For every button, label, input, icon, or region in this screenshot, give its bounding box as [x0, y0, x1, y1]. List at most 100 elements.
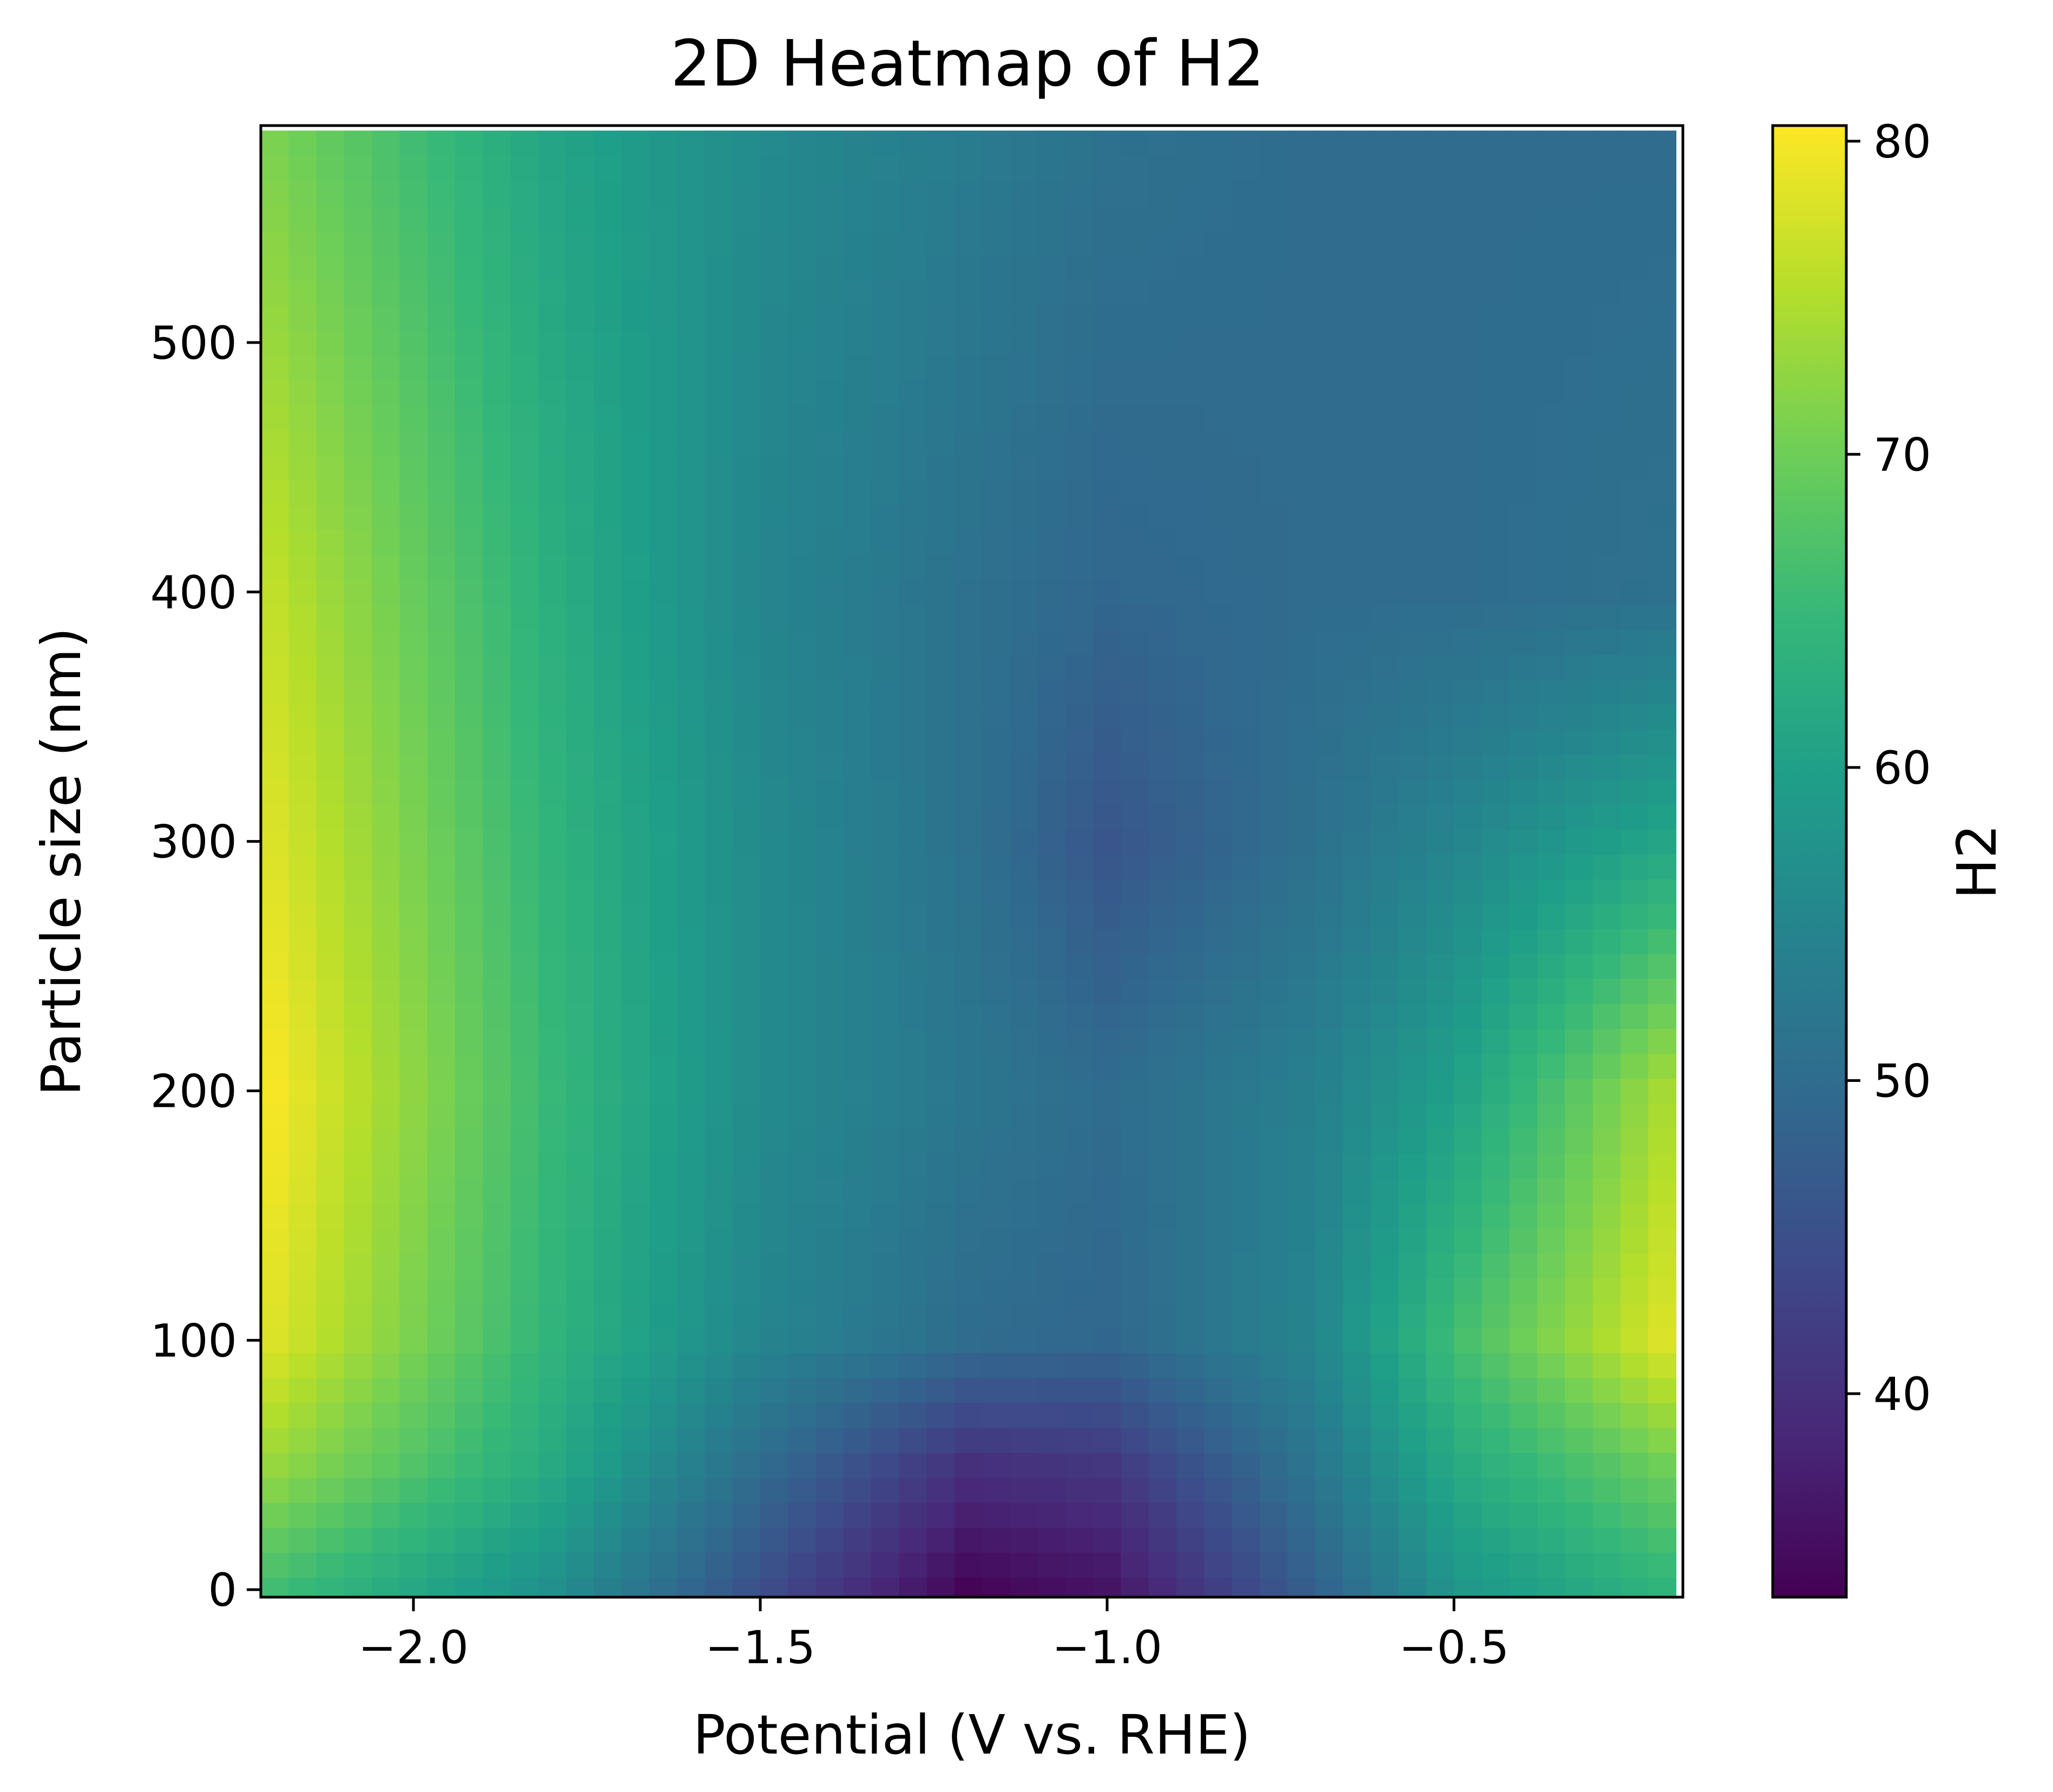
heatmap-cell [926, 305, 955, 331]
heatmap-cell [1176, 1203, 1205, 1229]
heatmap-cell [1426, 679, 1455, 705]
heatmap-cell [344, 430, 372, 456]
heatmap-cell [455, 1253, 484, 1278]
heatmap-cell [1315, 1228, 1344, 1253]
heatmap-cell [1426, 1527, 1455, 1553]
heatmap-cell [483, 455, 511, 481]
heatmap-cell [926, 704, 955, 730]
heatmap-cell [954, 480, 983, 506]
heatmap-cell [455, 1477, 484, 1503]
heatmap-cell [538, 729, 567, 755]
heatmap-cell [815, 1328, 844, 1354]
heatmap-cell [1343, 554, 1371, 580]
heatmap-cell [594, 1228, 622, 1253]
heatmap-cell [538, 1178, 567, 1204]
heatmap-cell [566, 1328, 595, 1354]
heatmap-cell [815, 928, 844, 954]
heatmap-cell [1204, 1153, 1233, 1179]
heatmap-cell [1343, 1377, 1371, 1403]
heatmap-cell [788, 854, 817, 879]
heatmap-cell [1148, 729, 1177, 755]
heatmap-cell [815, 1477, 844, 1503]
heatmap-cell [1398, 1502, 1427, 1528]
heatmap-cell [1482, 130, 1510, 156]
heatmap-cell [621, 330, 650, 356]
heatmap-cell [538, 654, 567, 680]
heatmap-cell [705, 604, 733, 630]
heatmap-cell [926, 903, 955, 929]
heatmap-cell [1648, 1353, 1676, 1379]
heatmap-cell [1537, 480, 1565, 506]
heatmap-cell [1593, 854, 1621, 879]
heatmap-cell [288, 1402, 317, 1428]
heatmap-cell [1648, 405, 1676, 431]
heatmap-cell [732, 355, 761, 380]
heatmap-cell [1148, 380, 1177, 405]
heatmap-cell [1287, 604, 1316, 630]
heatmap-cell [1010, 1477, 1038, 1503]
heatmap-cell [621, 255, 650, 281]
heatmap-cell [982, 280, 1011, 306]
heatmap-cell [1371, 1377, 1399, 1403]
heatmap-cell [1093, 979, 1122, 1004]
heatmap-cell [399, 305, 428, 331]
heatmap-cell [344, 979, 372, 1004]
heatmap-cell [788, 205, 817, 231]
heatmap-cell [1037, 1477, 1066, 1503]
heatmap-cell [954, 1353, 983, 1379]
heatmap-cell [288, 1228, 317, 1253]
heatmap-cell [1065, 1278, 1094, 1303]
heatmap-cell [1648, 1203, 1676, 1229]
heatmap-cell [1287, 779, 1316, 805]
heatmap-cell [843, 205, 872, 231]
heatmap-cell [1565, 380, 1594, 405]
heatmap-cell [677, 529, 706, 555]
heatmap-cell [1037, 480, 1066, 506]
heatmap-cell [1121, 255, 1149, 281]
heatmap-cell [926, 529, 955, 555]
heatmap-cell [815, 1028, 844, 1054]
heatmap-cell [566, 1003, 595, 1029]
heatmap-cell [1204, 754, 1233, 780]
heatmap-cell [1065, 679, 1094, 705]
heatmap-cell [1482, 1552, 1510, 1578]
heatmap-cell [399, 1003, 428, 1029]
heatmap-cell [1343, 1577, 1371, 1598]
heatmap-cell [1648, 579, 1676, 605]
heatmap-cell [788, 1228, 817, 1253]
heatmap-cell [621, 180, 650, 206]
heatmap-cell [1537, 1078, 1565, 1104]
heatmap-cell [649, 654, 677, 680]
heatmap-cell [1121, 1552, 1149, 1578]
heatmap-cell [261, 330, 289, 356]
heatmap-cell [1648, 954, 1676, 979]
heatmap-cell [1453, 504, 1483, 530]
heatmap-cell [1620, 1253, 1649, 1278]
heatmap-cell [344, 829, 372, 855]
heatmap-cell [1509, 205, 1538, 231]
heatmap-cell [1176, 1278, 1205, 1303]
heatmap-cell [732, 1153, 761, 1179]
heatmap-cell [871, 355, 900, 380]
heatmap-cell [705, 230, 733, 256]
heatmap-cell [788, 954, 817, 979]
heatmap-cell [594, 430, 622, 456]
heatmap-cell [1648, 1278, 1676, 1303]
heatmap-cell [677, 829, 706, 855]
heatmap-cell [1398, 854, 1427, 879]
heatmap-cell [982, 878, 1011, 904]
heatmap-cell [1093, 1253, 1122, 1278]
heatmap-cell [649, 878, 677, 904]
heatmap-cell [1398, 654, 1427, 680]
heatmap-cell [538, 679, 567, 705]
heatmap-cell [1620, 1427, 1649, 1453]
heatmap-cell [899, 1103, 927, 1129]
heatmap-cell [954, 1477, 983, 1503]
heatmap-cell [760, 455, 789, 481]
heatmap-cell [760, 255, 789, 281]
heatmap-cell [1426, 1053, 1455, 1079]
heatmap-cell [1148, 205, 1177, 231]
heatmap-cell [788, 629, 817, 655]
heatmap-cell [1176, 280, 1205, 306]
heatmap-cell [427, 854, 456, 879]
